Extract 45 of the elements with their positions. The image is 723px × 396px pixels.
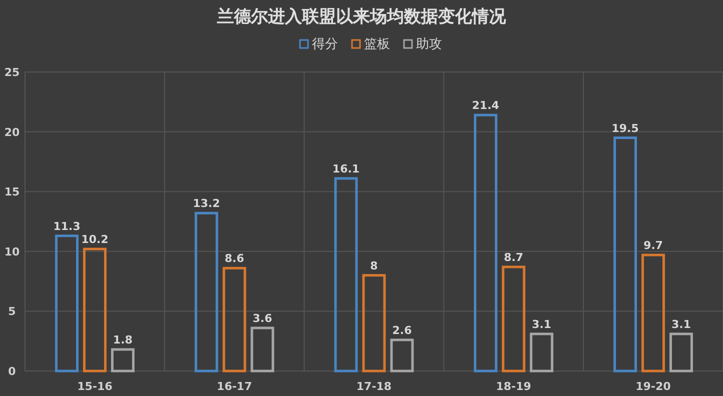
data-label: 8.7 [504,250,524,264]
chart-title: 兰德尔进入联盟以来场均数据变化情况 [216,7,507,27]
y-tick-label: 5 [8,305,16,318]
data-label: 1.8 [113,333,133,346]
y-tick-label: 10 [4,245,20,258]
data-label: 3.1 [671,318,691,331]
legend-label: 助攻 [416,37,442,52]
x-tick-label: 19-20 [636,380,672,393]
data-label: 11.3 [53,220,80,233]
data-label: 9.7 [643,238,663,252]
bar [111,348,135,372]
y-tick-label: 25 [4,66,20,79]
bar [194,212,218,372]
x-tick-label: 15-16 [77,380,113,393]
data-label: 13.2 [192,197,220,210]
bar [222,266,246,372]
y-tick-label: 0 [8,365,16,378]
x-tick-label: 18-19 [496,380,532,393]
x-tick-label: 16-17 [216,380,252,393]
y-tick-label: 20 [4,126,20,139]
legend-label: 得分 [312,37,338,52]
bar [669,332,693,372]
data-label: 21.4 [472,99,500,112]
data-label: 16.1 [332,162,360,176]
data-label: 8.6 [224,252,244,266]
data-label: 2.6 [392,324,412,337]
data-label: 19.5 [612,122,639,135]
bar [613,136,637,372]
bar [474,114,498,372]
bar [641,254,665,372]
data-label: 8 [370,259,378,272]
bar [250,326,274,372]
legend-label: 篮板 [364,37,390,52]
bar [390,338,414,372]
x-tick-label: 17-18 [356,380,392,393]
bar [55,234,79,372]
bar [502,266,526,372]
data-label: 3.6 [252,312,272,325]
data-label: 3.1 [532,318,552,331]
data-label: 10.2 [81,233,108,246]
bar [83,248,107,372]
bar [530,332,554,372]
y-tick-label: 15 [4,186,20,199]
bar [362,274,386,372]
bar [334,177,358,372]
